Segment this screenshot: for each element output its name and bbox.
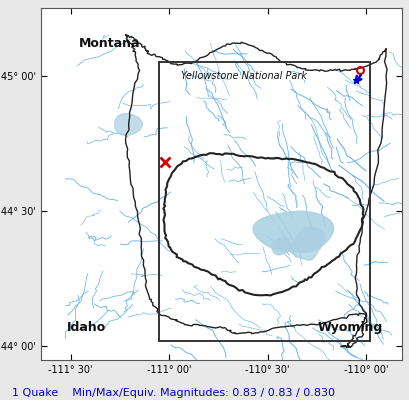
Text: Yellowstone National Park: Yellowstone National Park bbox=[181, 71, 306, 81]
Text: Wyoming: Wyoming bbox=[317, 321, 382, 334]
Text: 1 Quake    Min/Max/Equiv. Magnitudes: 0.83 / 0.83 / 0.830: 1 Quake Min/Max/Equiv. Magnitudes: 0.83 … bbox=[12, 388, 335, 398]
Polygon shape bbox=[115, 114, 142, 135]
Polygon shape bbox=[289, 227, 324, 260]
Text: Montana: Montana bbox=[79, 37, 140, 50]
Polygon shape bbox=[252, 211, 333, 252]
Polygon shape bbox=[271, 238, 291, 255]
Text: Idaho: Idaho bbox=[67, 321, 106, 334]
Bar bbox=[159, 62, 369, 341]
